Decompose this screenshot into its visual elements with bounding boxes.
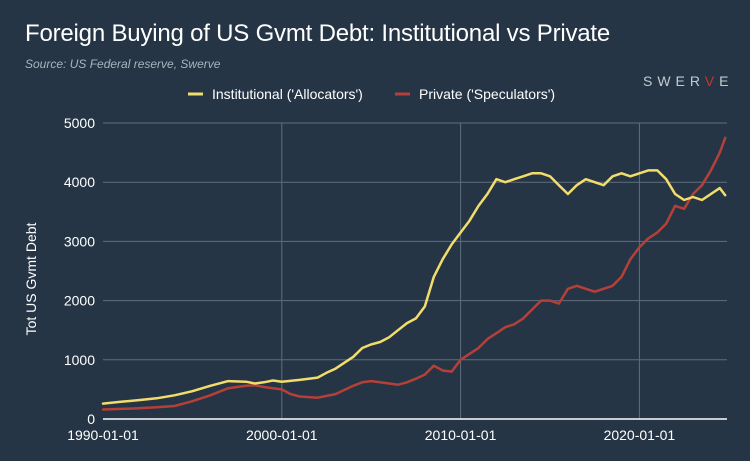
x-tick-label: 2010-01-01: [425, 427, 497, 443]
series-lines: [101, 136, 727, 411]
x-tick-label: 2020-01-01: [604, 427, 676, 443]
chart-title: Foreign Buying of US Gvmt Debt: Institut…: [25, 20, 611, 47]
legend: Institutional ('Allocators') Private ('S…: [188, 86, 555, 102]
x-tick-label: 2000-01-01: [246, 427, 318, 443]
logo-text-end: E: [719, 73, 734, 89]
y-tick-label: 5000: [64, 115, 95, 131]
x-tick-labels: 1990-01-01 2000-01-01 2010-01-01 2020-01-01: [67, 427, 675, 443]
grid-lines: [103, 122, 727, 419]
institutional-series-line: [101, 169, 727, 405]
logo-text-start: SWER: [643, 73, 705, 89]
private-series-line: [101, 136, 727, 411]
chart-source: Source: US Federal reserve, Swerve: [25, 57, 221, 71]
y-tick-label: 3000: [64, 233, 95, 249]
swerve-logo: SWERVE: [643, 73, 733, 89]
y-tick-label: 1000: [64, 352, 95, 368]
logo-text-accent: V: [704, 73, 720, 89]
y-axis-label: Tot US Gvmt Debt: [23, 222, 39, 335]
y-tick-label: 4000: [64, 174, 95, 190]
legend-label-private: Private ('Speculators'): [419, 86, 555, 102]
y-tick-label: 0: [87, 411, 95, 427]
legend-label-institutional: Institutional ('Allocators'): [212, 86, 363, 102]
y-tick-label: 2000: [64, 293, 95, 309]
x-tick-label: 1990-01-01: [67, 427, 139, 443]
y-tick-labels: 0 1000 2000 3000 4000 5000: [64, 115, 95, 427]
